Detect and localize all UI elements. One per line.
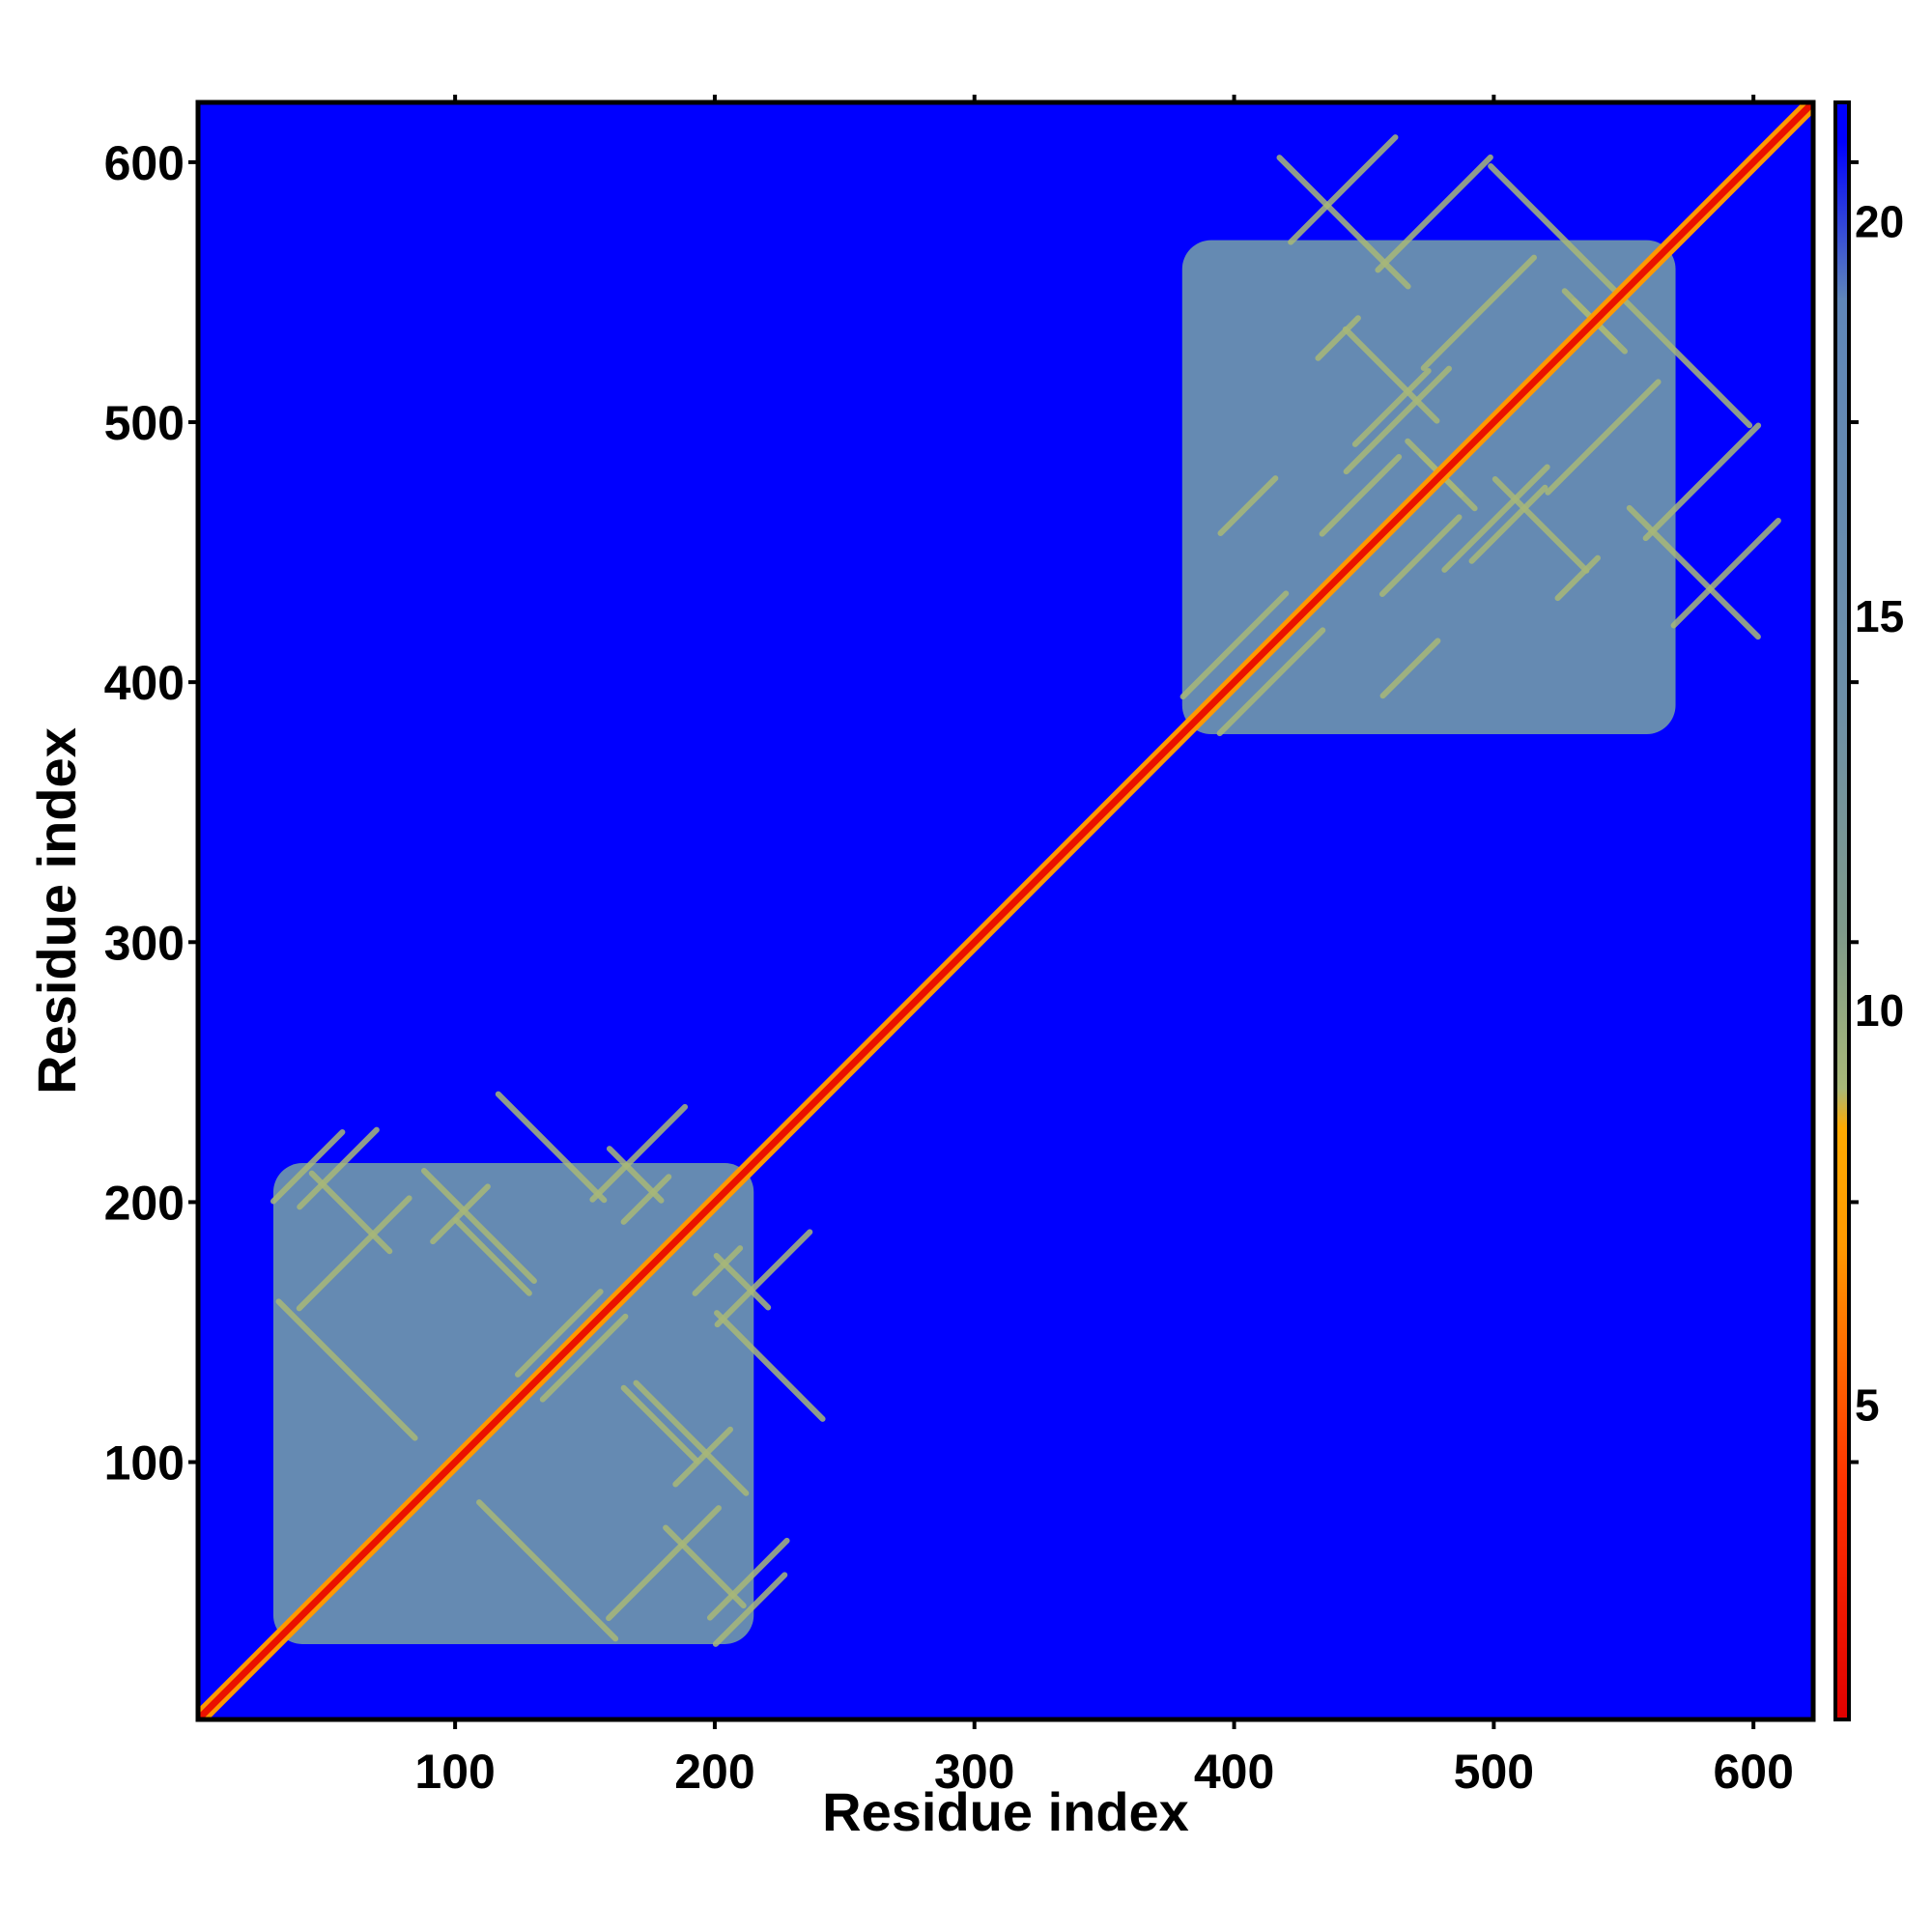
heatmap-contact-band [495,1091,608,1204]
heatmap-diagonal [198,102,1813,1719]
heatmap-contact-band [714,1229,813,1328]
x-axis-title: Residue index [822,1781,1189,1842]
heatmap-contact-band [692,1245,744,1296]
x-tick-label: 500 [1454,1745,1534,1799]
x-axis: 100 200 300 400 500 600 [414,95,1794,1799]
heatmap-contact-band [1319,453,1403,537]
heatmap-contact-band [1488,163,1625,300]
heatmap-contact-band [1418,452,1478,512]
heatmap-contact-band [430,1183,491,1245]
y-tick-label: 300 [104,916,185,970]
heatmap-contact-band [296,1195,412,1312]
heatmap-contact-band [539,1313,629,1403]
heatmap-contact-band [606,1505,722,1622]
y-tick-label: 200 [104,1176,185,1230]
y-tick-label: 500 [104,396,185,450]
heatmap-contact-band [1468,484,1548,564]
heatmap-contact-band [476,1499,619,1642]
heatmap-contact-band [1615,291,1753,429]
heatmap-contact-band [1420,254,1537,372]
x-tick-label: 300 [934,1745,1014,1799]
colorbar-tick-label: 5 [1855,1379,1880,1430]
y-tick-label: 400 [104,656,185,710]
heatmap-contact-band [1492,476,1590,574]
heatmap-contact-band [1378,514,1463,597]
y-tick-label: 600 [104,136,185,190]
heatmap-contact-band [514,1289,604,1378]
heatmap-contact-band [270,1129,346,1205]
colorbar: 5 10 15 20 [1833,100,1904,1721]
heatmap-contact-band [1288,134,1399,245]
heatmap-contact-band [308,1170,393,1255]
heatmap-contact-band [1343,365,1452,475]
x-tick-label: 100 [414,1745,495,1799]
x-tick-label: 400 [1194,1745,1274,1799]
heatmap-contact-band [672,1426,734,1488]
heatmap-contact-band [1217,475,1279,536]
heatmap-contact-band [1670,518,1781,629]
y-axis: 100 200 300 400 500 600 [104,136,198,1491]
colorbar-tick-label: 20 [1855,196,1904,246]
heatmap-contact-band [1342,326,1440,424]
heatmap-contact-band [714,1310,826,1422]
heatmap-contact-band [1216,627,1326,737]
heatmap-contact-band [1379,638,1441,699]
heatmap-contact-band [297,1126,380,1210]
heatmap-contact-band [633,1379,750,1496]
heatmap-contact-band [453,1216,532,1296]
heatmap-contact-band [420,1167,537,1285]
colorbar-tick-label: 15 [1855,591,1904,641]
heatmap-contact-band [589,1103,689,1203]
plot-frame [195,99,1816,1722]
heatmap-contact-band [1545,379,1662,496]
heatmap-contact-band [712,1572,788,1647]
heatmap-contact-band [620,1174,672,1225]
heatmap-contact-band [1315,315,1361,361]
heatmap-contact-band [1351,367,1432,447]
heatmap-contact-band [1441,464,1550,573]
heatmap-contact-band [663,1524,747,1609]
y-axis-title: Residue index [26,727,87,1094]
heatmap-contact-band [1375,154,1493,273]
colorbar-gradient [1833,100,1851,1721]
x-tick-label: 200 [674,1745,754,1799]
heatmap-contact-band [706,1537,790,1621]
heatmap-contact-band [1554,554,1601,602]
heatmap-plot-area [198,102,1813,1719]
colorbar-tick-label: 10 [1855,985,1904,1036]
heatmap-contact-band [1642,422,1762,542]
heatmap-contact-band [275,1298,418,1441]
heatmap-contact-band [1179,590,1290,700]
heatmap-contact-band [620,1384,700,1464]
x-tick-label: 600 [1713,1745,1793,1799]
y-tick-label: 100 [104,1436,185,1491]
